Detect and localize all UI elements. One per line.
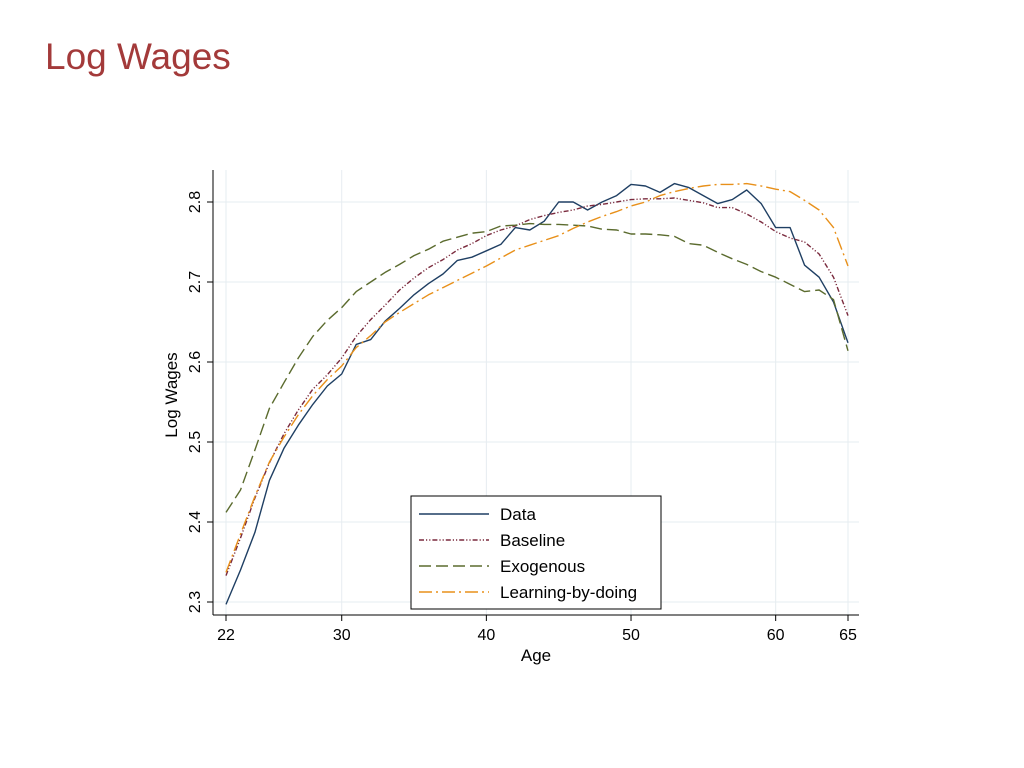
legend-label: Learning-by-doing <box>500 583 637 602</box>
legend: Data Baseline Exogenous Learning-by-doing <box>410 495 662 610</box>
series-line-learning-by-doing <box>225 182 849 573</box>
slide-title: Log Wages <box>45 36 231 77</box>
series-line-baseline <box>225 197 849 576</box>
x-tick-label: 30 <box>333 627 351 644</box>
y-tick-label: 2.8 <box>187 191 204 213</box>
axes: 22 30 40 50 60 65 2.3 2.4 2.5 2.6 2.7 2.8 <box>187 170 859 644</box>
y-tick-label: 2.7 <box>187 271 204 293</box>
legend-label: Exogenous <box>500 557 585 576</box>
series-line-exogenous <box>225 222 849 513</box>
x-axis-label: Age <box>521 646 551 665</box>
x-tick-label: 22 <box>217 627 235 644</box>
x-tick-label: 50 <box>622 627 640 644</box>
grid-lines <box>213 170 859 615</box>
legend-box <box>410 495 662 610</box>
legend-label: Data <box>500 505 536 524</box>
y-tick-label: 2.4 <box>187 511 204 533</box>
x-tick-label: 40 <box>477 627 495 644</box>
series-layer <box>225 182 849 605</box>
y-tick-label: 2.5 <box>187 431 204 453</box>
legend-label: Baseline <box>500 531 565 550</box>
x-tick-label: 65 <box>839 627 857 644</box>
y-tick-label: 2.3 <box>187 591 204 613</box>
y-axis-label: Log Wages <box>162 352 181 437</box>
y-tick-label: 2.6 <box>187 351 204 373</box>
x-tick-label: 60 <box>767 627 785 644</box>
series-line-data <box>225 182 849 605</box>
